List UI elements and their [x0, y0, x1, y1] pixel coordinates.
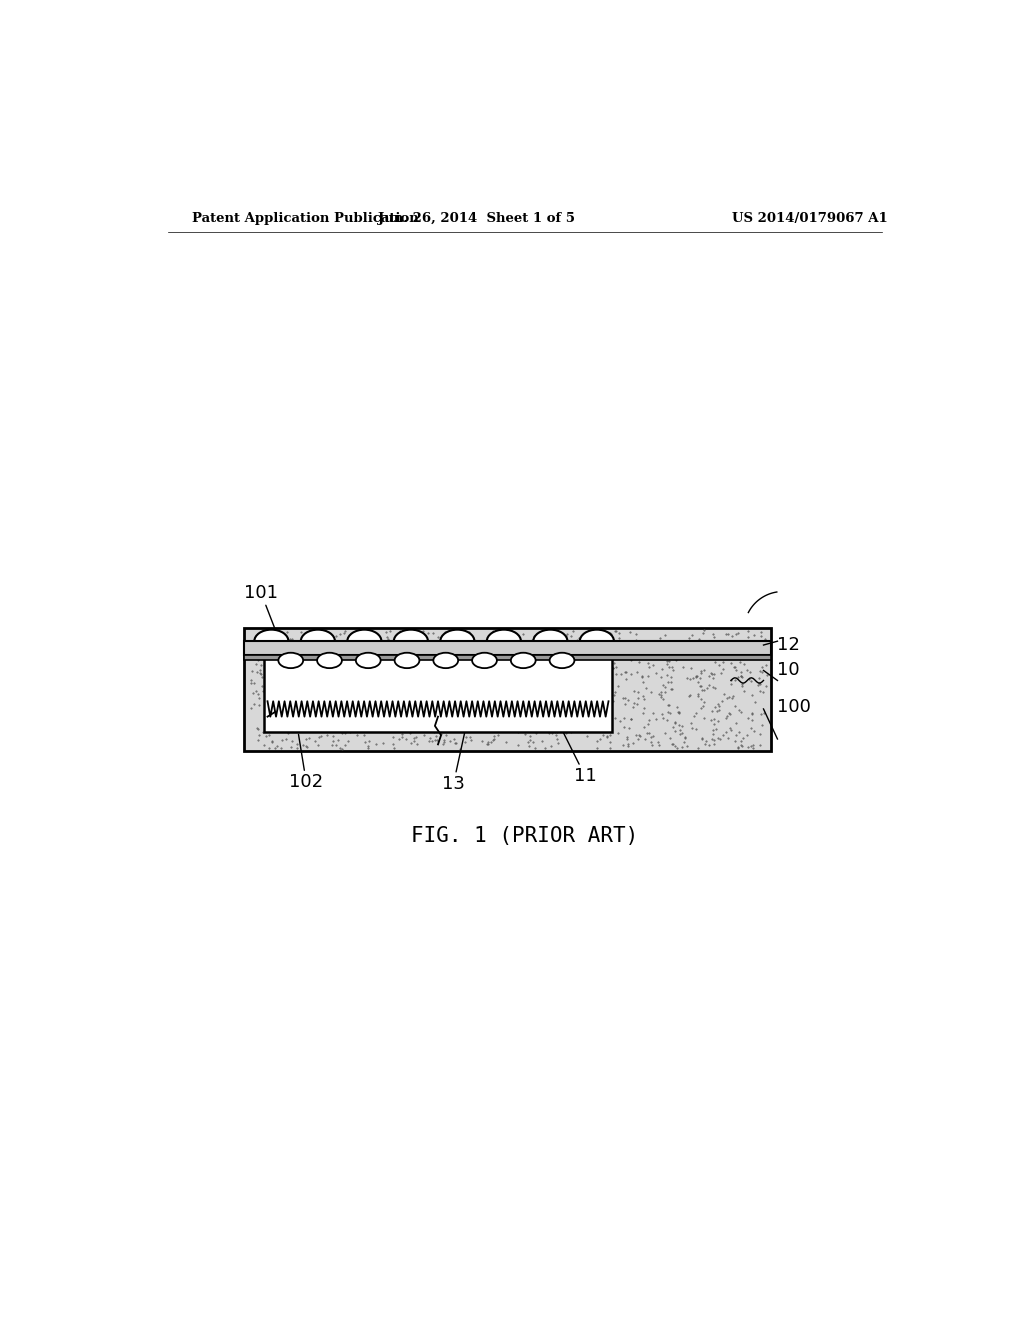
Text: 10: 10 [777, 661, 800, 680]
Ellipse shape [580, 630, 614, 653]
Ellipse shape [472, 653, 497, 668]
Ellipse shape [394, 653, 420, 668]
Text: 13: 13 [442, 713, 469, 792]
Ellipse shape [440, 630, 474, 653]
Bar [263, 651, 612, 733]
Ellipse shape [317, 653, 342, 668]
Ellipse shape [301, 630, 335, 653]
Ellipse shape [433, 653, 458, 668]
Bar [245, 642, 771, 655]
Ellipse shape [534, 630, 567, 653]
Ellipse shape [511, 653, 536, 668]
Text: 12: 12 [777, 636, 801, 653]
Text: 101: 101 [245, 585, 279, 630]
Text: US 2014/0179067 A1: US 2014/0179067 A1 [732, 213, 888, 224]
Text: 102: 102 [289, 734, 324, 791]
Text: 11: 11 [558, 722, 596, 785]
Ellipse shape [279, 653, 303, 668]
Ellipse shape [394, 630, 428, 653]
Ellipse shape [550, 653, 574, 668]
Text: 100: 100 [777, 698, 811, 715]
Text: FIG. 1 (PRIOR ART): FIG. 1 (PRIOR ART) [412, 826, 638, 846]
Bar [245, 655, 771, 660]
Ellipse shape [486, 630, 521, 653]
Bar [245, 628, 771, 751]
Ellipse shape [347, 630, 381, 653]
Ellipse shape [356, 653, 381, 668]
Text: Patent Application Publication: Patent Application Publication [191, 213, 418, 224]
Ellipse shape [254, 630, 289, 653]
Text: Jun. 26, 2014  Sheet 1 of 5: Jun. 26, 2014 Sheet 1 of 5 [378, 213, 575, 224]
